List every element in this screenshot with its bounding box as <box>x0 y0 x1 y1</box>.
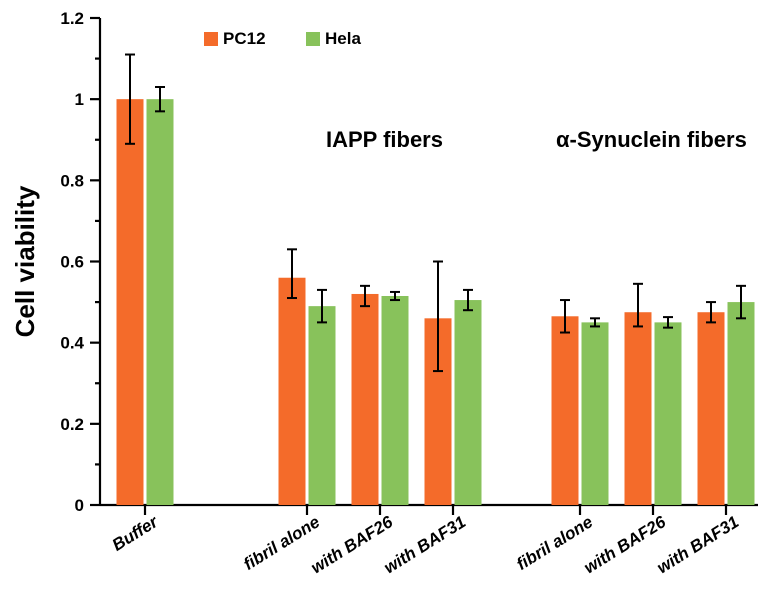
bar-PC12 <box>625 312 652 505</box>
legend-label: Hela <box>325 29 361 48</box>
bar-Hela <box>582 322 609 505</box>
legend-label: PC12 <box>223 29 266 48</box>
y-tick-label: 1.2 <box>60 9 84 28</box>
group-header: IAPP fibers <box>326 127 443 152</box>
bar-PC12 <box>698 312 725 505</box>
bar-Hela <box>728 302 755 505</box>
x-category-label: with BAF26 <box>308 512 397 577</box>
bar-PC12 <box>552 316 579 505</box>
y-tick-label: 1 <box>75 90 84 109</box>
bar-chart-svg: 00.20.40.60.811.2Cell viabilityBufferfib… <box>0 0 782 593</box>
bar-Hela <box>147 99 174 505</box>
bar-Hela <box>382 296 409 505</box>
x-category-label: with BAF26 <box>581 512 670 577</box>
x-category-label: with BAF31 <box>654 512 743 577</box>
legend-swatch <box>306 32 320 46</box>
y-tick-label: 0.4 <box>60 334 84 353</box>
x-category-label: Buffer <box>109 512 162 555</box>
bar-PC12 <box>117 99 144 505</box>
bar-PC12 <box>352 294 379 505</box>
legend-swatch <box>204 32 218 46</box>
bar-Hela <box>309 306 336 505</box>
y-tick-label: 0.2 <box>60 415 84 434</box>
chart-container: 00.20.40.60.811.2Cell viabilityBufferfib… <box>0 0 782 593</box>
bar-Hela <box>455 300 482 505</box>
bar-PC12 <box>279 278 306 505</box>
y-tick-label: 0.6 <box>60 253 84 272</box>
y-axis-title: Cell viability <box>10 185 40 337</box>
group-header: α-Synuclein fibers <box>556 127 747 152</box>
bar-Hela <box>655 322 682 505</box>
y-tick-label: 0 <box>75 496 84 515</box>
x-category-label: with BAF31 <box>381 512 470 577</box>
y-tick-label: 0.8 <box>60 171 84 190</box>
